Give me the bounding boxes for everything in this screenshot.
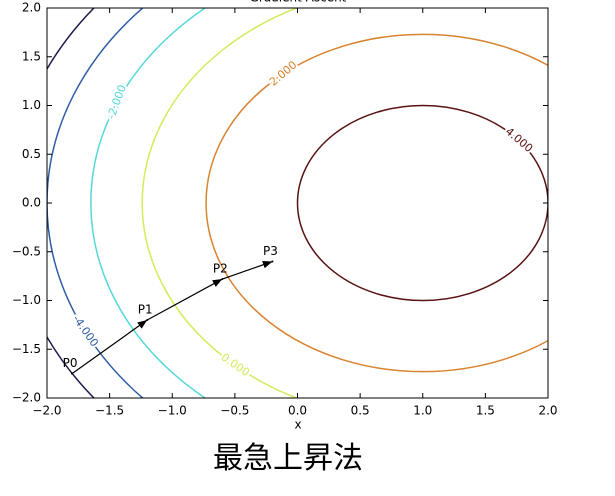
contour-line	[47, 8, 144, 398]
y-tick-label: 0.5	[22, 147, 41, 161]
caption: 最急上昇法	[213, 441, 363, 476]
x-tick-label: 2.0	[538, 404, 557, 418]
x-tick-label: −0.5	[220, 404, 249, 418]
point-label: P2	[213, 262, 228, 276]
point	[271, 260, 274, 263]
y-tick-label: 2.0	[22, 1, 41, 15]
y-tick-label: 1.5	[22, 49, 41, 63]
x-tick-label: −2.0	[32, 404, 61, 418]
contour-line	[47, 8, 96, 398]
contour-line	[90, 8, 207, 398]
step-arrow	[222, 260, 273, 280]
y-tick-label: −0.5	[12, 244, 41, 258]
y-tick-label: −1.0	[12, 293, 41, 307]
x-axis-label: x	[294, 418, 301, 432]
point-label: P1	[138, 303, 153, 317]
contour-label: -2.000	[105, 83, 129, 121]
x-tick-label: 0.0	[288, 404, 307, 418]
x-tick-label: 1.5	[476, 404, 495, 418]
y-tick-label: −1.5	[12, 342, 41, 356]
contour-label: 2.000	[267, 58, 299, 88]
x-tick-label: −1.5	[95, 404, 124, 418]
point-label: P3	[263, 244, 278, 258]
contour-line	[141, 8, 548, 398]
x-tick-label: −1.0	[158, 404, 187, 418]
step-arrow	[71, 319, 148, 375]
x-tick-label: 1.0	[413, 404, 432, 418]
contour-line	[296, 104, 548, 302]
point-label: P0	[63, 356, 78, 370]
y-tick-label: −2.0	[12, 391, 41, 405]
y-tick-label: 1.0	[22, 98, 41, 112]
step-arrow	[146, 278, 223, 321]
y-tick-label: 0.0	[22, 196, 41, 210]
contour-label: -4.000	[70, 313, 101, 350]
contour-label: 0.000	[219, 351, 252, 380]
contour-label: 4.000	[503, 125, 535, 155]
chart-title: Gradient Ascent	[250, 0, 347, 5]
x-tick-label: 0.5	[351, 404, 370, 418]
plot-area: -4.000 -2.000 0.000 2.000 4.000	[47, 8, 548, 398]
contour-line	[205, 33, 548, 373]
